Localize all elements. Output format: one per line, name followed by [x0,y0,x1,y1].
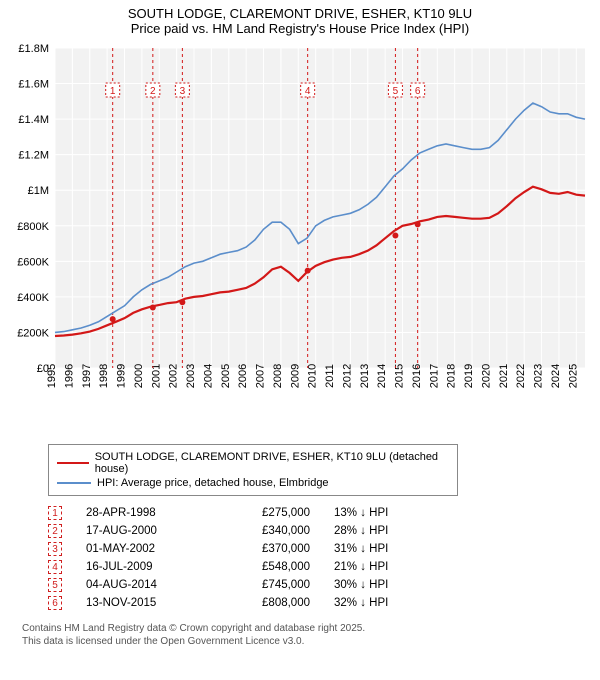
y-tick-label: £1.2M [18,150,49,162]
sales-row: 3 01-MAY-2002 £370,000 31% ↓ HPI [48,542,600,556]
y-tick-label: £800K [17,221,49,233]
sale-marker: 4 [48,560,62,574]
y-tick-label: £400K [17,292,49,304]
sale-hpi: 30% ↓ HPI [334,579,424,591]
x-tick-label: 2018 [446,364,458,388]
x-tick-label: 2021 [498,364,510,388]
x-tick-label: 2004 [202,364,214,388]
sale-date: 17-AUG-2000 [86,525,196,537]
x-tick-label: 1996 [63,364,75,388]
chart-svg: £0£200K£400K£600K£800K£1M£1.2M£1.4M£1.6M… [0,38,600,438]
x-tick-label: 2002 [168,364,180,388]
sale-hpi: 21% ↓ HPI [334,561,424,573]
sale-dot [179,299,185,305]
footer: Contains HM Land Registry data © Crown c… [22,622,600,648]
legend-label: HPI: Average price, detached house, Elmb… [97,477,329,489]
sale-marker: 6 [48,596,62,610]
y-tick-label: £1.6M [18,79,49,91]
sale-date: 28-APR-1998 [86,507,196,519]
sales-row: 1 28-APR-1998 £275,000 13% ↓ HPI [48,506,600,520]
x-tick-label: 2019 [463,364,475,388]
sale-hpi: 31% ↓ HPI [334,543,424,555]
sale-dot [150,305,156,311]
sale-date: 13-NOV-2015 [86,597,196,609]
sale-price: £548,000 [220,561,310,573]
footer-line-1: Contains HM Land Registry data © Crown c… [22,622,600,635]
sale-date: 01-MAY-2002 [86,543,196,555]
legend-label: SOUTH LODGE, CLAREMONT DRIVE, ESHER, KT1… [95,451,449,475]
y-tick-label: £1M [28,185,49,197]
legend-item: HPI: Average price, detached house, Elmb… [57,477,449,489]
sale-price: £275,000 [220,507,310,519]
sales-row: 5 04-AUG-2014 £745,000 30% ↓ HPI [48,578,600,592]
x-tick-label: 2006 [237,364,249,388]
legend: SOUTH LODGE, CLAREMONT DRIVE, ESHER, KT1… [48,444,458,496]
sale-hpi: 32% ↓ HPI [334,597,424,609]
sale-marker: 1 [48,506,62,520]
sale-dot [305,268,311,274]
y-tick-label: £1.8M [18,43,49,55]
x-tick-label: 2011 [324,364,336,388]
x-tick-label: 2025 [567,364,579,388]
sale-dot [392,233,398,239]
y-tick-label: £200K [17,327,49,339]
sale-marker: 5 [48,578,62,592]
sale-date: 04-AUG-2014 [86,579,196,591]
x-tick-label: 2007 [255,364,267,388]
y-tick-label: £600K [17,256,49,268]
x-tick-label: 2008 [272,364,284,388]
sale-marker-number: 3 [180,86,186,97]
sale-hpi: 13% ↓ HPI [334,507,424,519]
x-tick-label: 2010 [307,364,319,388]
sale-date: 16-JUL-2009 [86,561,196,573]
chart-title: SOUTH LODGE, CLAREMONT DRIVE, ESHER, KT1… [0,0,600,38]
footer-line-2: This data is licensed under the Open Gov… [22,635,600,648]
x-tick-label: 2014 [376,364,388,388]
x-tick-label: 1997 [81,364,93,388]
sale-price: £340,000 [220,525,310,537]
y-tick-label: £1.4M [18,114,49,126]
sales-table: 1 28-APR-1998 £275,000 13% ↓ HPI 2 17-AUG-200… [48,506,600,610]
sale-price: £808,000 [220,597,310,609]
sale-price: £370,000 [220,543,310,555]
x-tick-label: 2012 [341,364,353,388]
x-tick-label: 2024 [550,364,562,388]
x-tick-label: 2017 [428,364,440,388]
x-tick-label: 2003 [185,364,197,388]
legend-swatch [57,482,91,484]
x-tick-label: 1998 [98,364,110,388]
sale-hpi: 28% ↓ HPI [334,525,424,537]
x-tick-label: 2016 [411,364,423,388]
sales-row: 2 17-AUG-2000 £340,000 28% ↓ HPI [48,524,600,538]
sale-marker-number: 4 [305,86,311,97]
sales-row: 6 13-NOV-2015 £808,000 32% ↓ HPI [48,596,600,610]
x-tick-label: 2023 [533,364,545,388]
x-tick-label: 2000 [133,364,145,388]
sale-marker-number: 5 [393,86,399,97]
x-tick-label: 2001 [150,364,162,388]
x-tick-label: 2020 [480,364,492,388]
sale-marker-number: 1 [110,86,116,97]
sale-marker: 2 [48,524,62,538]
x-tick-label: 2009 [289,364,301,388]
legend-item: SOUTH LODGE, CLAREMONT DRIVE, ESHER, KT1… [57,451,449,475]
sale-marker-number: 6 [415,86,421,97]
chart-area: £0£200K£400K£600K£800K£1M£1.2M£1.4M£1.6M… [0,38,600,438]
x-tick-label: 1995 [46,364,58,388]
sale-marker-number: 2 [150,86,156,97]
legend-swatch [57,462,89,465]
sale-dot [415,221,421,227]
x-tick-label: 2005 [220,364,232,388]
sale-price: £745,000 [220,579,310,591]
sale-dot [110,316,116,322]
x-tick-label: 2022 [515,364,527,388]
x-tick-label: 1999 [116,364,128,388]
x-tick-label: 2013 [359,364,371,388]
title-line-2: Price paid vs. HM Land Registry's House … [0,21,600,36]
title-line-1: SOUTH LODGE, CLAREMONT DRIVE, ESHER, KT1… [0,6,600,21]
sales-row: 4 16-JUL-2009 £548,000 21% ↓ HPI [48,560,600,574]
sale-marker: 3 [48,542,62,556]
